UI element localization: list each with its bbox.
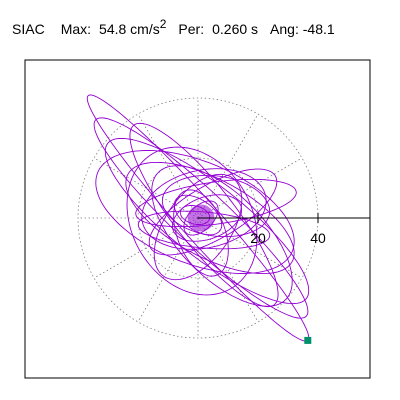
max-acceleration-marker: [304, 336, 312, 344]
undefined: [148, 168, 278, 256]
undefined: [161, 174, 271, 238]
undefined: [137, 113, 199, 219]
undefined: [173, 194, 223, 236]
angle-label: Ang:: [270, 21, 299, 37]
period-value: 0.260 s: [212, 21, 259, 37]
marker-layer: [304, 336, 312, 344]
angle-value: -48.1: [302, 21, 335, 37]
x-tick-label-20: 20: [250, 230, 266, 246]
max-value: 54.8: [99, 21, 127, 37]
undefined: [171, 194, 243, 242]
period-label: Per:: [178, 21, 205, 37]
undefined: [126, 146, 258, 296]
undefined: [151, 165, 293, 307]
undefined: [137, 217, 199, 323]
undefined: [125, 161, 295, 275]
acceleration-orbit-trace: [86, 94, 310, 342]
x-axis: 20 40: [198, 213, 370, 246]
undefined: [137, 210, 271, 250]
undefined: [173, 189, 229, 277]
max-unit-exponent: 2: [159, 17, 167, 31]
chart-title: SIAC Max: 54.8 cm/s2 Per: 0.260 s Ang: -48.1: [12, 17, 335, 39]
undefined: [95, 150, 295, 274]
station-code: SIAC: [12, 21, 45, 37]
max-label: Max:: [60, 21, 92, 37]
undefined: [197, 113, 259, 219]
max-unit: cm/s: [130, 21, 160, 37]
plot-frame: [24, 59, 371, 379]
undefined: [135, 178, 297, 228]
undefined: [141, 168, 267, 250]
x-tick-label-40: 40: [310, 230, 326, 246]
undefined: [86, 94, 310, 342]
